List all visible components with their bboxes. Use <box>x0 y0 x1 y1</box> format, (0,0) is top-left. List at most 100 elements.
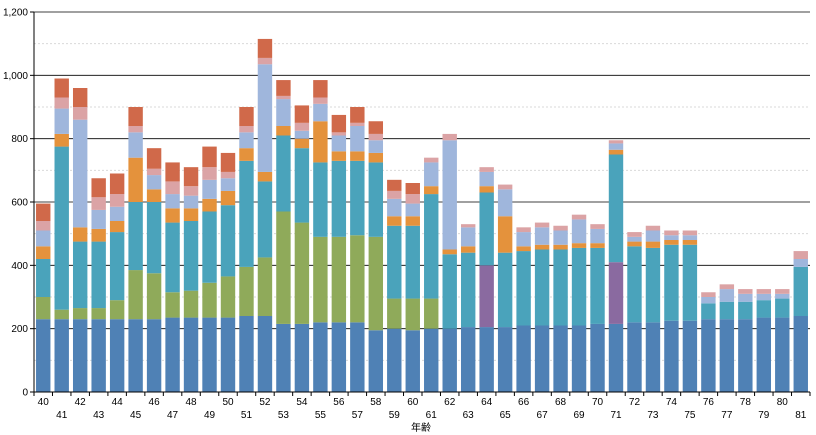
bar-segment <box>257 64 273 172</box>
bar-segment <box>350 160 365 236</box>
bar-segment <box>165 292 180 318</box>
bar-segment <box>91 308 106 320</box>
bar-41 <box>54 78 69 392</box>
x-tick-label: 77 <box>721 410 733 421</box>
bar-segment <box>220 276 236 318</box>
bar-segment <box>793 259 808 267</box>
bar-segment <box>202 317 217 392</box>
bar-segment <box>553 325 568 392</box>
bar-segment <box>405 183 420 195</box>
bar-segment <box>276 80 291 96</box>
bar-segment <box>183 208 199 221</box>
bar-segment <box>645 322 661 392</box>
x-tick-labels: 40 41 42 43 44 45 46 47 48 49 50 51 52 53 54 55 56 57 58 59… <box>38 397 807 421</box>
bar-segment <box>387 216 402 226</box>
bar-segment <box>202 282 217 318</box>
bar-segment <box>257 316 273 392</box>
bar-segment <box>257 57 273 65</box>
bar-segment <box>91 178 106 198</box>
bar-segment <box>701 297 716 304</box>
bar-46 <box>146 148 162 392</box>
bar-segment <box>72 308 88 320</box>
bar-segment <box>220 171 236 179</box>
bar-segment <box>664 244 679 321</box>
bar-segment <box>775 317 790 392</box>
bar-segment <box>294 122 310 131</box>
bar-segment <box>608 154 624 263</box>
bar-60 <box>405 183 420 392</box>
x-tick-label: 46 <box>149 397 161 408</box>
bar-segment <box>553 244 568 250</box>
bar-segment <box>387 179 402 191</box>
bar-segment <box>442 140 457 250</box>
bar-44 <box>109 173 125 392</box>
bar-segment <box>516 325 531 392</box>
bar-segment <box>368 162 384 237</box>
bar-segment <box>91 228 106 242</box>
bar-segment <box>202 167 217 180</box>
x-tick-label: 45 <box>130 410 142 421</box>
bar-segment <box>36 246 51 259</box>
bar-segment <box>72 227 88 242</box>
bar-48 <box>183 167 199 392</box>
x-tick-label: 43 <box>93 410 105 421</box>
x-tick-label: 64 <box>481 397 493 408</box>
bar-segment <box>109 173 125 195</box>
bar-segment <box>405 330 420 392</box>
bar-segment <box>331 322 347 392</box>
bar-segment <box>534 244 550 250</box>
x-tick-label: 81 <box>795 410 807 421</box>
bar-segment <box>534 249 550 326</box>
bar-segment <box>109 300 125 320</box>
bar-segment <box>183 317 199 392</box>
x-tick-label: 72 <box>629 397 641 408</box>
bar-58 <box>368 121 384 392</box>
bar-segment <box>405 194 420 204</box>
bar-segment <box>442 133 457 141</box>
bar-80 <box>775 289 790 392</box>
bar-segment <box>165 162 180 182</box>
bar-segment <box>331 160 347 237</box>
bar-segment <box>276 99 291 126</box>
bar-65 <box>497 184 513 392</box>
bar-segment <box>460 252 476 328</box>
bar-segment <box>109 221 125 233</box>
bar-segment <box>294 323 310 392</box>
bar-segment <box>590 247 605 324</box>
bar-42 <box>72 88 88 392</box>
bar-segment <box>294 148 310 223</box>
bar-segment <box>368 152 384 163</box>
bar-segment <box>54 78 69 98</box>
bar-segment <box>738 289 753 294</box>
bar-segment <box>460 227 476 247</box>
bar-segment <box>54 319 69 392</box>
bar-segment <box>460 246 476 253</box>
bar-segment <box>645 230 661 242</box>
bar-segment <box>239 160 254 267</box>
bar-segment <box>183 167 199 187</box>
bar-segment <box>608 143 624 150</box>
bar-segment <box>571 214 587 220</box>
bar-segment <box>368 140 384 153</box>
bar-segment <box>775 293 790 299</box>
bar-segment <box>294 130 310 139</box>
x-tick-label: 80 <box>777 397 789 408</box>
bar-segment <box>128 157 143 202</box>
bar-segment <box>128 202 143 271</box>
bar-segment <box>627 246 642 323</box>
bar-segment <box>109 194 125 207</box>
bar-segment <box>313 103 328 122</box>
bar-segment <box>534 227 550 245</box>
bar-segment <box>257 181 273 258</box>
x-tick-label: 47 <box>167 410 179 421</box>
bar-segment <box>590 323 605 392</box>
x-tick-label: 74 <box>666 397 678 408</box>
bar-segment <box>497 184 513 190</box>
bar-segment <box>387 328 402 392</box>
bar-75 <box>682 230 698 392</box>
bar-segment <box>682 320 698 392</box>
bar-segment <box>202 146 217 168</box>
y-tick-label: 1,000 <box>3 71 28 82</box>
bar-segment <box>36 203 51 221</box>
